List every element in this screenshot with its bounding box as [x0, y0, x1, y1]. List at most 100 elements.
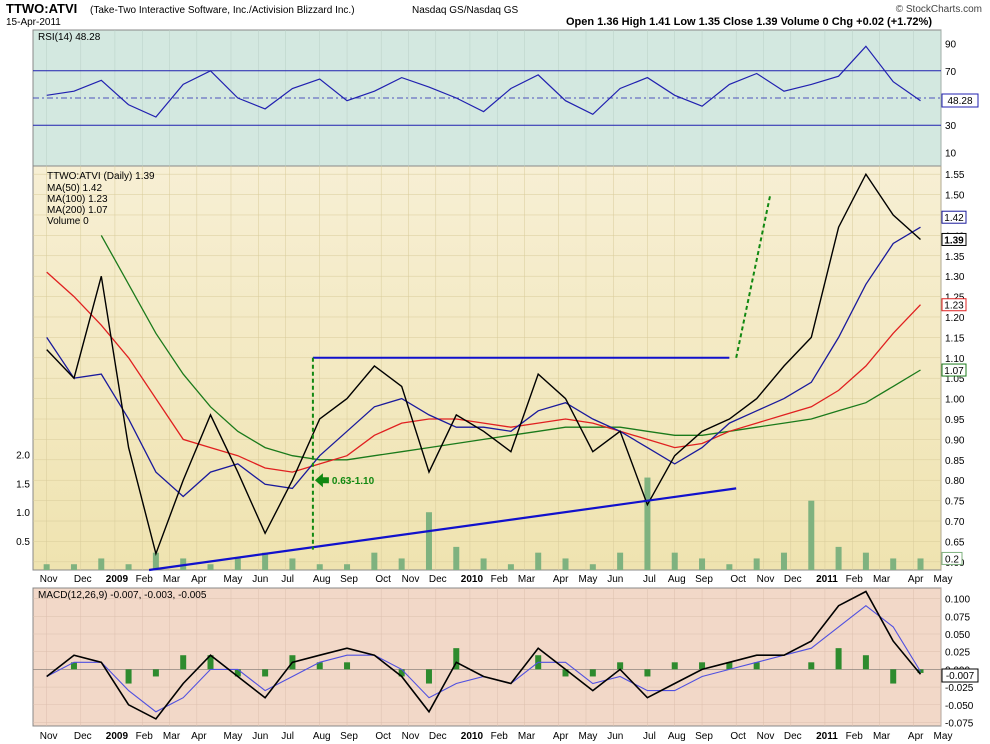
- volume-bar: [726, 564, 733, 570]
- macd-last-box: [941, 668, 979, 683]
- macd-hist-bar: [180, 655, 187, 670]
- price-tick-label: 0.65: [945, 537, 965, 548]
- volume-bar: [808, 500, 815, 570]
- rsi-tick-label: 90: [945, 40, 957, 51]
- x-tick-label: Nov: [757, 574, 775, 585]
- price-last-labels: 1.39 1.42 1.23 1.07 0.2: [941, 210, 967, 565]
- macd-hist-bar: [207, 655, 214, 670]
- chart-symbol: TTWO:ATVI: [6, 1, 77, 16]
- ma200-line: [100, 235, 921, 461]
- x-tick-label: Sep: [695, 574, 713, 585]
- macd-hist-bar: [890, 669, 897, 684]
- x-tick-label: 2009: [106, 731, 129, 742]
- x-tick-label: Jun: [252, 574, 268, 585]
- price-tick-label: 1.30: [945, 272, 965, 283]
- x-tick-label: Jul: [281, 731, 294, 742]
- x-tick-label: May: [224, 731, 243, 742]
- volume-y-axis: 0.5 1.0 1.5 2.0: [16, 450, 30, 548]
- range-annotation-arrow: [314, 473, 329, 488]
- x-tick-label: May: [579, 574, 598, 585]
- volume-bar: [289, 558, 296, 570]
- macd-hist-bar: [453, 648, 460, 670]
- x-axis-bottom: Nov Dec 2009 Feb Mar Apr May Jun Jul Aug Sep Oct Nov…: [40, 731, 953, 742]
- macd-hist-bar: [644, 669, 651, 677]
- macd-hist-bar: [316, 662, 323, 670]
- volume-bar: [562, 558, 569, 570]
- x-tick-label: Apr: [191, 731, 207, 742]
- annotation-arrow-shape: [314, 473, 329, 488]
- x-tick-label: Feb: [136, 731, 154, 742]
- x-tick-label: Mar: [873, 574, 891, 585]
- x-tick-label: Oct: [375, 731, 391, 742]
- x-tick-label: Nov: [402, 574, 420, 585]
- price-tick-label: 0.95: [945, 415, 965, 426]
- ma50-legend: MA(50) 1.42: [47, 183, 102, 194]
- volume-bar: [507, 564, 514, 570]
- last-ma50-box: [941, 210, 967, 224]
- x-tick-label: Jul: [643, 731, 656, 742]
- ma200-legend: MA(200) 1.07: [47, 205, 108, 216]
- volume-bar: [835, 546, 842, 570]
- macd-hist-bar: [70, 662, 77, 670]
- chart-date: 15-Apr-2011: [6, 17, 61, 28]
- volume-bar: [425, 512, 432, 570]
- volume-bar: [480, 558, 487, 570]
- price-legend: TTWO:ATVI (Daily) 1.39 MA(50) 1.42 MA(10…: [47, 171, 155, 227]
- x-tick-label: Mar: [518, 731, 536, 742]
- macd-tick-label: 0.050: [945, 630, 970, 641]
- x-tick-label: Mar: [518, 574, 536, 585]
- volume-bar: [207, 564, 214, 570]
- volume-tick-label: 2.0: [16, 450, 30, 461]
- x-tick-label: Apr: [908, 574, 924, 585]
- x-tick-label: Jul: [643, 574, 656, 585]
- x-tick-label: Dec: [784, 574, 802, 585]
- price-line: [46, 172, 921, 557]
- x-tick-label: Feb: [846, 731, 864, 742]
- macd-hist-bar: [262, 669, 269, 677]
- macd-hist-bar: [589, 669, 596, 677]
- last-ma200-box: [941, 363, 967, 377]
- macd-hist-bar: [862, 655, 869, 670]
- volume-bar: [70, 564, 77, 570]
- price-tick-label: 0.90: [945, 435, 965, 446]
- x-tick-label: Jun: [607, 731, 623, 742]
- price-tick-label: 0.85: [945, 456, 965, 467]
- x-tick-label: Oct: [730, 574, 746, 585]
- x-tick-label: Dec: [74, 731, 92, 742]
- volume-bar: [780, 552, 787, 570]
- macd-hist-bar: [152, 669, 159, 677]
- macd-hist-bar: [808, 662, 815, 670]
- rsi-tick-label: 70: [945, 67, 957, 78]
- macd-hist-bar: [671, 662, 678, 670]
- x-tick-label: Nov: [402, 731, 420, 742]
- macd-hist-bar: [425, 669, 432, 684]
- x-tick-label: Jun: [607, 574, 623, 585]
- x-tick-label: Mar: [873, 731, 891, 742]
- x-tick-label: 2010: [461, 574, 484, 585]
- x-tick-label: Dec: [429, 731, 447, 742]
- price-tick-label: 1.50: [945, 191, 965, 202]
- macd-hist-bar: [699, 662, 706, 670]
- macd-hist-bar: [617, 662, 624, 670]
- volume-bar: [234, 558, 241, 570]
- x-tick-label: Feb: [846, 574, 864, 585]
- x-tick-label: Apr: [908, 731, 924, 742]
- volume-tick-label: 1.5: [16, 479, 30, 490]
- range-annotation: 0.63-1.10: [332, 476, 375, 487]
- x-tick-label: Aug: [313, 574, 331, 585]
- x-tick-label: 2011: [816, 574, 838, 585]
- rsi-legend: RSI(14) 48.28: [38, 32, 101, 43]
- volume-bar: [917, 558, 924, 570]
- last-volume-label: 0.2: [945, 554, 959, 565]
- x-tick-label: Sep: [695, 731, 713, 742]
- rsi-tick-label: 10: [945, 148, 957, 159]
- chart-exchange: Nasdaq GS/Nasdaq GS: [412, 5, 518, 16]
- macd-y-axis: -0.075-0.050-0.0250.0000.0250.0500.0750.…: [945, 595, 974, 730]
- volume-bar: [644, 477, 651, 570]
- volume-tick-label: 1.0: [16, 508, 30, 519]
- macd-hist-bar: [125, 669, 132, 684]
- x-tick-label: Aug: [668, 731, 686, 742]
- x-tick-label: Feb: [136, 574, 154, 585]
- macd-tick-label: 0.100: [945, 595, 970, 606]
